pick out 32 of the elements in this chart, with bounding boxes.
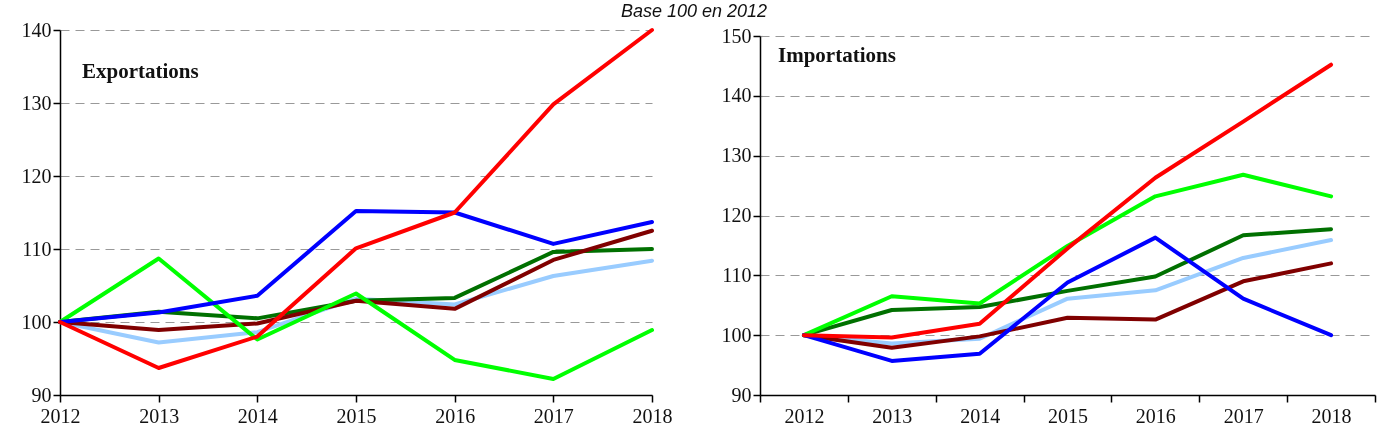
x-tick-label: 2015: [1048, 404, 1088, 427]
y-tick-label: 90: [731, 383, 752, 406]
y-tick-label: 90: [31, 383, 52, 406]
y-tick-label: 120: [21, 164, 52, 187]
x-tick-label: 2017: [1223, 404, 1264, 427]
y-tick-label: 140: [721, 84, 752, 107]
x-tick-label: 2014: [960, 404, 1001, 427]
y-tick-label: 130: [721, 144, 752, 167]
line-series: [58, 28, 654, 370]
y-tick-label: 110: [722, 263, 752, 286]
x-tick-label: 2017: [533, 404, 574, 427]
x-tick-label: 2018: [632, 404, 673, 427]
text: Base 100 en 2012: [620, 1, 768, 22]
y-tick-label: 150: [721, 24, 752, 47]
y-tick-label: 120: [721, 204, 752, 226]
y-tick-label: 140: [21, 18, 52, 41]
x-tick-label: 2014: [237, 404, 278, 427]
text: Exportations: [82, 59, 199, 83]
x-tick-label: 2016: [435, 404, 476, 427]
line-series: [58, 256, 654, 381]
y-tick-label: 100: [21, 310, 52, 333]
chart-title: Importations: [778, 43, 896, 67]
y-tick-label: 110: [22, 237, 52, 260]
x-tick-label: 2015: [336, 404, 377, 427]
x-tick-label: 2018: [1311, 404, 1352, 427]
x-tick-label: 2012: [40, 404, 81, 427]
x-tick-label: 2013: [872, 404, 913, 427]
y-tick-label: 130: [21, 91, 52, 114]
x-tick-label: 2012: [784, 404, 825, 427]
y-tick-label: 100: [721, 323, 752, 346]
x-tick-label: 2016: [1135, 404, 1176, 427]
x-tick-label: 2013: [139, 404, 180, 427]
